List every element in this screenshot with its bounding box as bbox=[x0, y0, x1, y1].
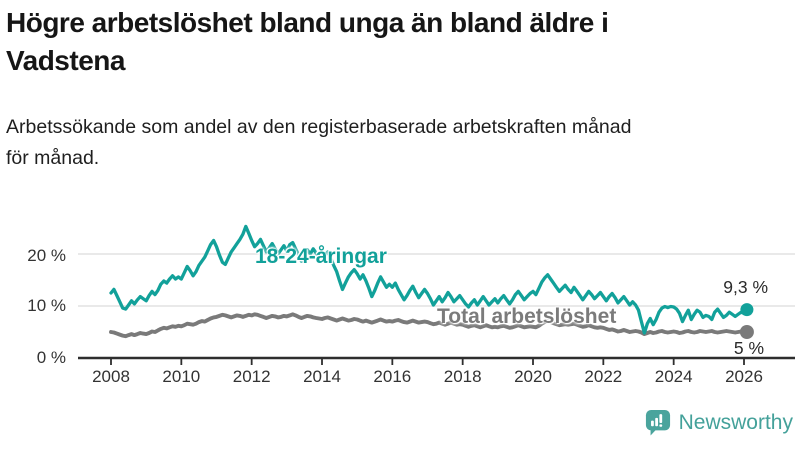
newsworthy-brand-name: Newsworthy bbox=[678, 410, 793, 434]
y-tick-label-10: 10 % bbox=[27, 296, 66, 315]
y-tick-label-20: 20 % bbox=[27, 246, 66, 265]
x-tick-label-2012: 2012 bbox=[232, 367, 271, 386]
x-tick-label-2014: 2014 bbox=[303, 367, 341, 386]
chart-subtitle-line1: Arbetssökande som andel av den registerb… bbox=[6, 116, 632, 138]
x-tick-label-2024: 2024 bbox=[654, 367, 693, 386]
x-tick-label-2008: 2008 bbox=[92, 367, 130, 386]
x-tick-label-2018: 2018 bbox=[443, 367, 482, 386]
chart-subtitle-line2: för månad. bbox=[6, 147, 100, 169]
series-label-total: Total arbetslöshet bbox=[437, 305, 617, 328]
chart-canvas bbox=[78, 224, 795, 365]
x-tick-label-2016: 2016 bbox=[373, 367, 412, 386]
page-title-line1: Högre arbetslöshet bland unga än bland ä… bbox=[6, 7, 609, 38]
chart-subtitle: Arbetssökande som andel av den registerb… bbox=[6, 112, 794, 174]
page-title-line2: Vadstena bbox=[6, 45, 125, 76]
newsworthy-branding[interactable]: Newsworthy bbox=[645, 409, 793, 436]
series-end-dot-1 bbox=[739, 325, 754, 339]
x-tick-label-2026: 2026 bbox=[725, 367, 763, 386]
series-line-1 bbox=[109, 312, 749, 339]
x-tick-label-2022: 2022 bbox=[584, 367, 623, 386]
y-tick-label-0: 0 % bbox=[36, 348, 66, 367]
x-tick-label-2010: 2010 bbox=[162, 367, 201, 386]
series-line-0 bbox=[109, 224, 749, 335]
end-value-label-total: 5 % bbox=[733, 338, 764, 358]
x-tick-label-2020: 2020 bbox=[514, 367, 552, 386]
series-end-dot-0 bbox=[740, 303, 754, 317]
end-value-label-18-24: 9,3 % bbox=[723, 277, 768, 297]
series-label-18-24: 18-24-åringar bbox=[255, 245, 387, 268]
page-title: Högre arbetslöshet bland unga än bland ä… bbox=[6, 4, 794, 80]
newsworthy-logo-icon bbox=[645, 409, 670, 436]
line-chart: 0 % 10 % 20 % 18-24-åringar Total arbets… bbox=[0, 205, 800, 405]
